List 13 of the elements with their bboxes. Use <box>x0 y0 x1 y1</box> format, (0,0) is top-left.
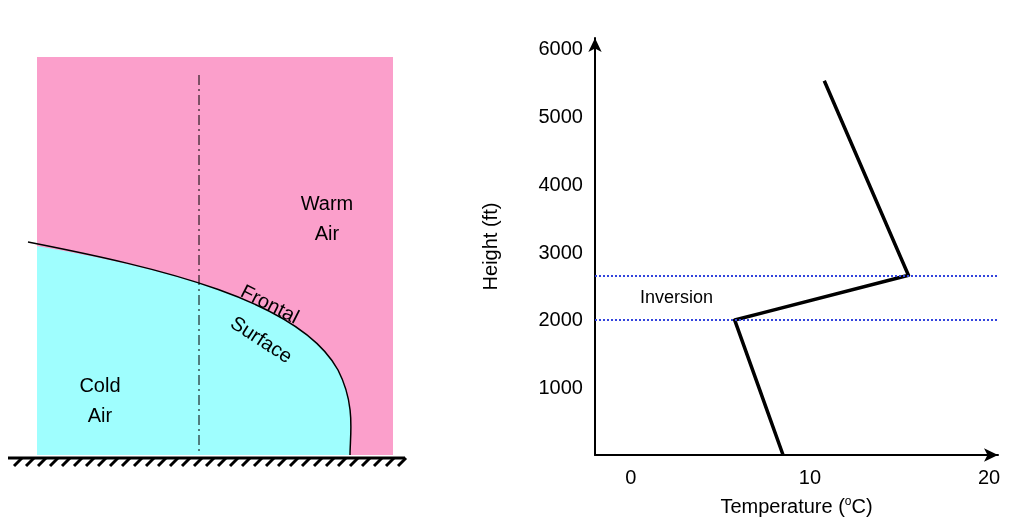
text: Warm Air <box>300 192 354 244</box>
y-tick-label: 3000 <box>538 240 583 263</box>
x-tick-label: 0 <box>625 466 637 488</box>
text: Cold Air <box>79 374 121 426</box>
y-tick-label: 5000 <box>538 104 583 127</box>
y-tick-label: 2000 <box>538 308 583 331</box>
y-tick-label: 4000 <box>538 172 583 195</box>
x-tick-label: 10 <box>798 466 822 488</box>
y-tick-label: 6000 <box>538 37 583 60</box>
annotation: Inversion <box>640 287 714 307</box>
y-axis-title: Height (ft) <box>479 202 501 291</box>
y-tick-label: 1000 <box>538 376 583 399</box>
x-tick-label: 20 <box>977 466 1001 488</box>
